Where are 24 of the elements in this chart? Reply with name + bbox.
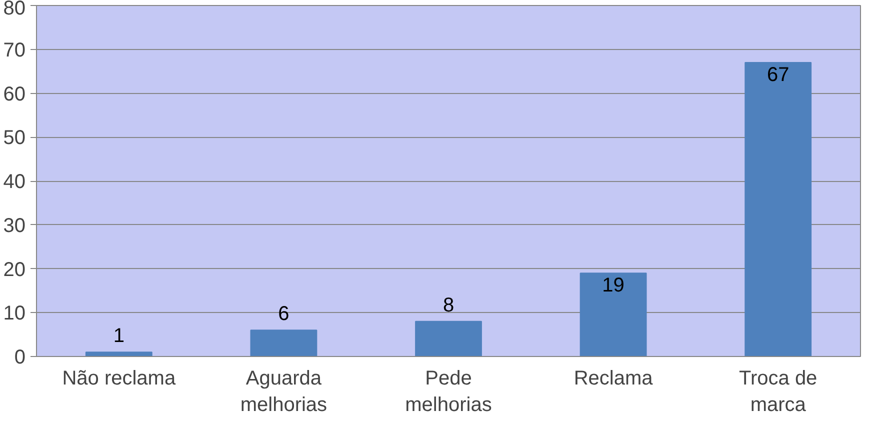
y-tick-label: 20 xyxy=(3,258,26,281)
bar xyxy=(250,330,318,356)
y-tick-label: 0 xyxy=(14,346,26,368)
x-tick-label: Reclama xyxy=(574,368,654,390)
y-tick-label: 60 xyxy=(3,83,26,106)
bar xyxy=(85,352,152,356)
y-tick-label: 30 xyxy=(3,214,26,237)
y-tick-label: 40 xyxy=(3,171,26,193)
x-tick-label: Troca de marca xyxy=(739,368,818,416)
bar xyxy=(580,272,647,356)
y-tick-label: 10 xyxy=(3,302,26,325)
data-label: 8 xyxy=(442,294,454,316)
y-tick-label: 50 xyxy=(3,127,26,150)
y-tick-label: 70 xyxy=(3,39,26,62)
x-tick-label: Não reclama xyxy=(62,368,176,390)
bar xyxy=(744,62,812,356)
data-label: 19 xyxy=(602,274,624,297)
data-label: 6 xyxy=(278,303,290,326)
bar xyxy=(415,320,482,356)
x-tick-label: Aguarda melhorias xyxy=(240,368,328,416)
y-tick-label: 80 xyxy=(3,0,26,20)
data-label: 1 xyxy=(113,324,124,347)
data-label: 67 xyxy=(766,64,790,86)
x-tick-label: Pede melhorias xyxy=(405,368,492,416)
